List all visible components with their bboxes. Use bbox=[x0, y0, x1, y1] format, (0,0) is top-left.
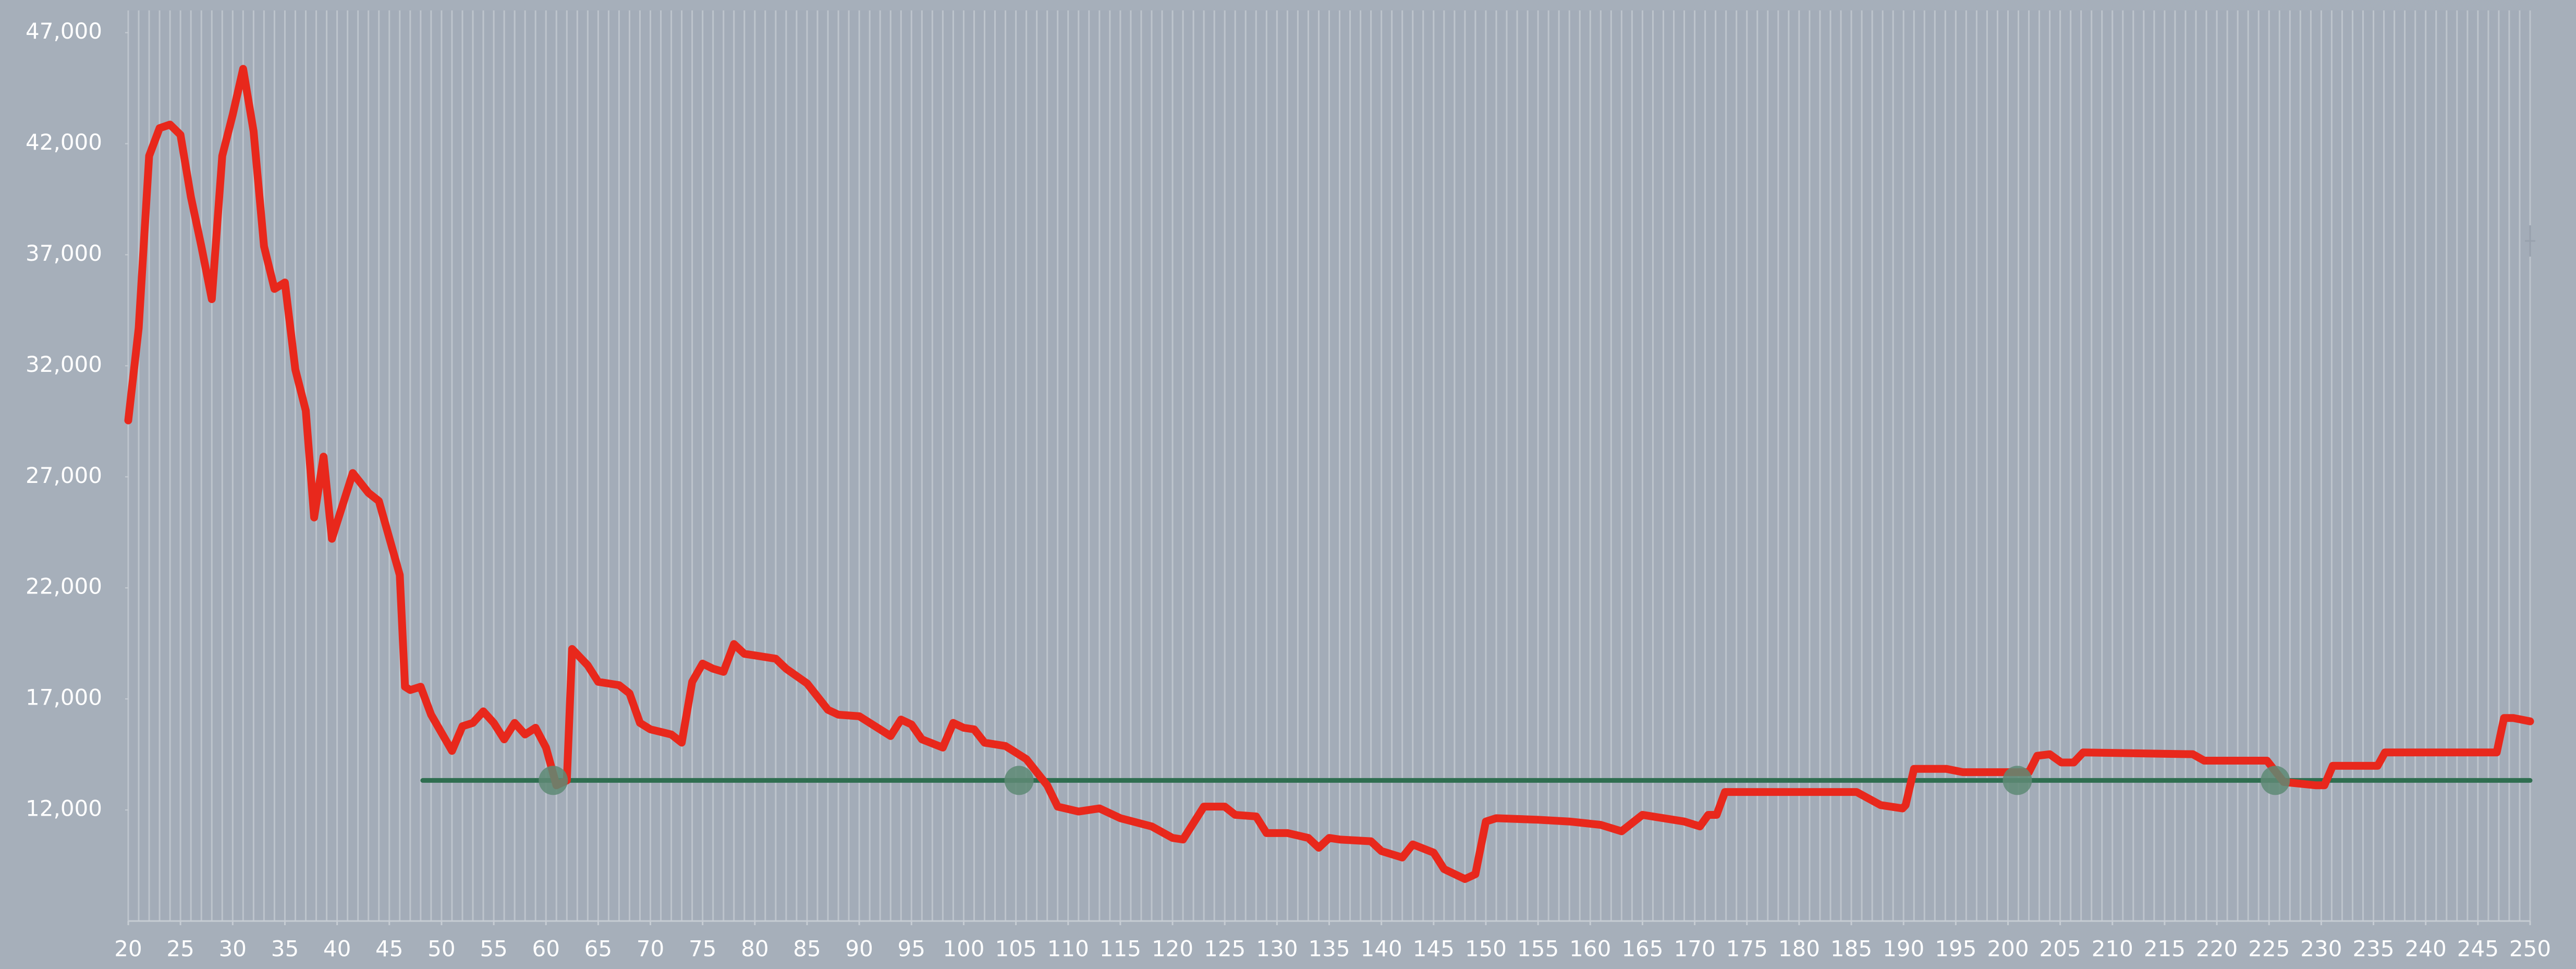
x-tick-label: 220 bbox=[2196, 936, 2238, 962]
x-tick-label: 95 bbox=[898, 936, 925, 962]
x-tick-label: 130 bbox=[1256, 936, 1298, 962]
x-tick-label: 235 bbox=[2352, 936, 2394, 962]
x-tick-label: 110 bbox=[1047, 936, 1089, 962]
x-tick-label: 80 bbox=[741, 936, 768, 962]
y-tick-label: 32,000 bbox=[26, 352, 102, 377]
x-tick-label: 105 bbox=[995, 936, 1037, 962]
x-tick-label: 85 bbox=[793, 936, 821, 962]
x-tick-label: 245 bbox=[2457, 936, 2499, 962]
x-tick-label: 145 bbox=[1413, 936, 1455, 962]
x-tick-label: 150 bbox=[1465, 936, 1507, 962]
x-tick-label: 190 bbox=[1883, 936, 1924, 962]
x-tick-label: 155 bbox=[1517, 936, 1559, 962]
x-tick-label: 45 bbox=[375, 936, 403, 962]
x-tick-label: 160 bbox=[1569, 936, 1611, 962]
x-tick-label: 60 bbox=[532, 936, 559, 962]
x-tick-label: 120 bbox=[1152, 936, 1193, 962]
y-tick-label: 12,000 bbox=[26, 796, 102, 821]
x-tick-label: 170 bbox=[1674, 936, 1715, 962]
x-tick-label: 240 bbox=[2405, 936, 2447, 962]
y-tick-label: 47,000 bbox=[26, 18, 102, 44]
x-tick-label: 180 bbox=[1778, 936, 1820, 962]
intersection-point bbox=[1004, 766, 1034, 795]
x-tick-label: 200 bbox=[1987, 936, 2029, 962]
x-tick-label: 70 bbox=[637, 936, 664, 962]
x-tick-label: 135 bbox=[1308, 936, 1350, 962]
y-tick-label: 37,000 bbox=[26, 240, 102, 266]
marks bbox=[124, 65, 2534, 883]
x-tick-label: 90 bbox=[845, 936, 873, 962]
x-tick-label: 185 bbox=[1830, 936, 1872, 962]
intersection-point bbox=[2003, 766, 2032, 795]
x-tick-label: 40 bbox=[323, 936, 351, 962]
x-tick-label: 115 bbox=[1100, 936, 1141, 962]
x-tick-label: 205 bbox=[2040, 936, 2081, 962]
x-tick-label: 25 bbox=[166, 936, 194, 962]
y-tick-label: 17,000 bbox=[26, 685, 102, 710]
x-tick-label: 230 bbox=[2300, 936, 2342, 962]
x-tick-label: 20 bbox=[114, 936, 142, 962]
x-tick-label: 215 bbox=[2144, 936, 2186, 962]
x-tick-label: 195 bbox=[1935, 936, 1976, 962]
x-tick-label: 30 bbox=[219, 936, 247, 962]
y-tick-label: 42,000 bbox=[26, 129, 102, 155]
x-tick-label: 125 bbox=[1204, 936, 1246, 962]
line-series bbox=[124, 65, 2534, 883]
x-tick-label: 225 bbox=[2248, 936, 2290, 962]
x-tick-label: 100 bbox=[943, 936, 984, 962]
x-tick-label: 65 bbox=[584, 936, 612, 962]
x-tick-label: 140 bbox=[1361, 936, 1402, 962]
intersection-point bbox=[539, 766, 568, 795]
x-tick-label: 50 bbox=[428, 936, 455, 962]
x-tick-label: 210 bbox=[2092, 936, 2133, 962]
x-tick-label: 75 bbox=[689, 936, 716, 962]
intersection-point bbox=[2261, 766, 2290, 795]
x-tick-label: 55 bbox=[480, 936, 507, 962]
x-tick-label: 175 bbox=[1726, 936, 1768, 962]
x-tick-label: 35 bbox=[271, 936, 299, 962]
labels: 12,000 17,000 22,000 27,000 32,000 37,000 42,0… bbox=[26, 18, 2551, 961]
x-tick-label: 165 bbox=[1621, 936, 1663, 962]
y-tick-label: 22,000 bbox=[26, 574, 102, 599]
x-tick-label: 250 bbox=[2509, 936, 2551, 962]
y-tick-label: 27,000 bbox=[26, 463, 102, 488]
